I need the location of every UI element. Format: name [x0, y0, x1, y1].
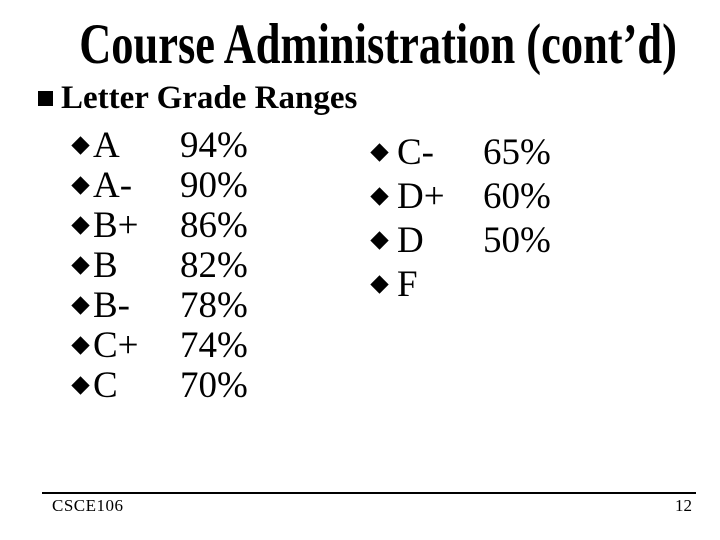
footer-course-label: CSCE106 [52, 496, 124, 515]
diamond-bullet-icon [71, 135, 93, 155]
diamond-bullet-icon [71, 255, 93, 275]
grade-range: 74% [180, 324, 248, 366]
grade-range: 60% [483, 175, 551, 217]
square-bullet-icon [38, 91, 53, 106]
diamond-bullet-icon [370, 186, 397, 206]
diamond-bullet-icon [71, 295, 93, 315]
bullet-heading: Letter Grade Ranges [38, 80, 357, 117]
page-number: 12 [675, 496, 692, 515]
grade-list-left: A 94% A- 90% B+ 86% B 82% B- 78% C+ 74% [71, 124, 248, 406]
grade-range: 82% [180, 244, 248, 286]
grade-row: C+ 74% [71, 324, 248, 366]
grade-label: C- [397, 131, 434, 173]
diamond-bullet-icon [71, 175, 93, 195]
grade-range: 65% [483, 131, 551, 173]
bullet-heading-label: Letter Grade Ranges [61, 80, 358, 116]
grade-list-right: C- 65% D+ 60% D 50% F [370, 130, 551, 306]
grade-row: C 70% [71, 364, 248, 406]
footer-divider [42, 492, 696, 494]
slide-title: Course Administration (cont’d) [79, 13, 677, 76]
grade-label: D [397, 219, 424, 261]
grade-range: 50% [483, 219, 551, 261]
grade-row: A 94% [71, 124, 248, 166]
grade-label: A [93, 124, 120, 166]
grade-range: 86% [180, 204, 248, 246]
grade-row: D+ 60% [370, 174, 551, 218]
grade-label: C+ [93, 324, 139, 366]
grade-label: B [93, 244, 118, 286]
grade-label: A- [93, 164, 133, 206]
grade-row: B 82% [71, 244, 248, 286]
diamond-bullet-icon [71, 375, 93, 395]
diamond-bullet-icon [71, 215, 93, 235]
grade-label: B- [93, 284, 130, 326]
grade-label: F [397, 263, 418, 305]
grade-row: D 50% [370, 218, 551, 262]
grade-range: 90% [180, 164, 248, 206]
grade-range: 94% [180, 124, 248, 166]
diamond-bullet-icon [370, 274, 397, 294]
grade-row: B+ 86% [71, 204, 248, 246]
grade-label: B+ [93, 204, 139, 246]
grade-range: 70% [180, 364, 248, 406]
grade-row: B- 78% [71, 284, 248, 326]
grade-row: F [370, 262, 551, 306]
grade-label: D+ [397, 175, 445, 217]
diamond-bullet-icon [370, 230, 397, 250]
grade-range: 78% [180, 284, 248, 326]
grade-row: A- 90% [71, 164, 248, 206]
grade-row: C- 65% [370, 130, 551, 174]
diamond-bullet-icon [71, 335, 93, 355]
grade-label: C [93, 364, 118, 406]
diamond-bullet-icon [370, 142, 397, 162]
